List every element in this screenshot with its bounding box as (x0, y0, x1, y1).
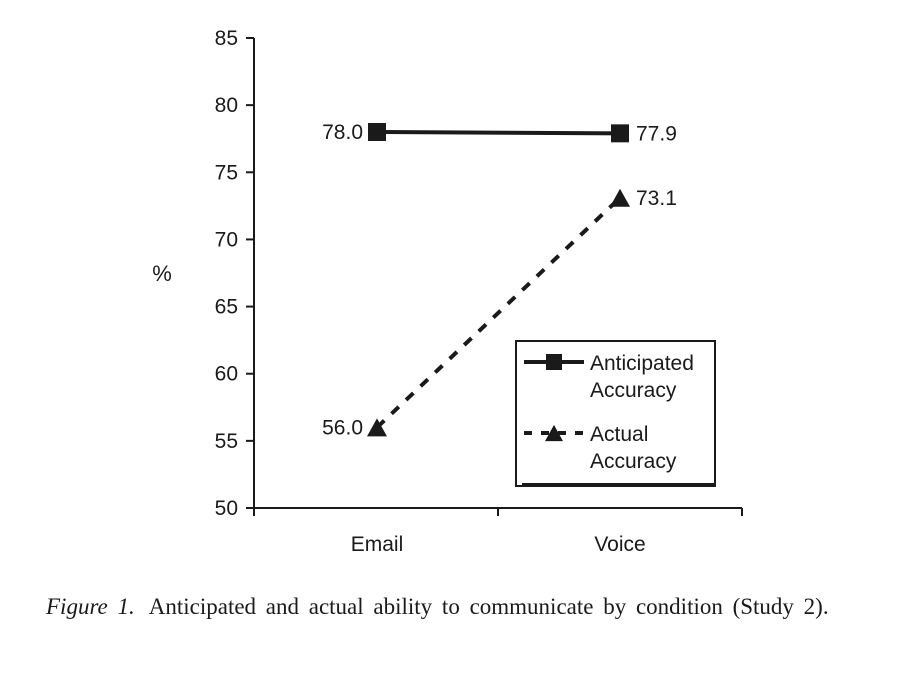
legend-label-actual-0: Actual (590, 423, 648, 446)
series-actual: 56.0 73.1 (322, 187, 677, 440)
data-label-0-0: 78.0 (322, 121, 363, 144)
y-axis-label: % (152, 261, 172, 286)
y-tick-label-80: 80 (215, 94, 238, 117)
legend: Anticipated Accuracy Actual Accuracy (515, 340, 716, 487)
chart: 50 55 60 65 70 75 80 85 Email Voice % 78.0 77.9 56… (152, 27, 743, 556)
figure-caption-text: Anticipated and actual ability to commun… (148, 594, 829, 619)
legend-label-actual-1: Accuracy (590, 450, 677, 473)
x-axis: Email Voice (253, 507, 743, 556)
marker-triangle-1 (610, 188, 630, 207)
marker-square-0 (368, 123, 386, 141)
series-layer: 78.0 77.9 56.0 73.1 (322, 121, 677, 439)
y-tick-label-50: 50 (215, 497, 238, 520)
series-line-1 (375, 196, 622, 429)
x-tick-label-email: Email (351, 533, 404, 556)
legend-label-anticipated-1: Accuracy (590, 379, 677, 402)
y-tick-label-55: 55 (215, 430, 238, 453)
y-tick-label-85: 85 (215, 27, 238, 50)
y-tick-label-60: 60 (215, 363, 238, 386)
figure-label: Figure 1. (46, 594, 135, 619)
y-tick-label-70: 70 (215, 228, 238, 251)
legend-marker-actual (545, 424, 563, 442)
marker-square-1 (611, 124, 629, 143)
legend-label-anticipated-0: Anticipated (590, 352, 694, 375)
series-anticipated: 78.0 77.9 (322, 121, 677, 145)
x-tick-label-voice: Voice (594, 533, 645, 556)
y-axis: 50 55 60 65 70 75 80 85 (215, 27, 255, 520)
data-label-1-1: 73.1 (636, 187, 677, 210)
marker-triangle-0 (367, 418, 387, 437)
legend-marker-anticipated (546, 354, 562, 370)
y-tick-label-75: 75 (215, 161, 238, 184)
data-label-0-1: 77.9 (636, 122, 677, 145)
y-tick-label-65: 65 (215, 296, 238, 319)
data-label-1-0: 56.0 (322, 416, 363, 439)
series-line-0 (376, 130, 621, 136)
figure-caption: Figure 1. Anticipated and actual ability … (46, 590, 846, 623)
